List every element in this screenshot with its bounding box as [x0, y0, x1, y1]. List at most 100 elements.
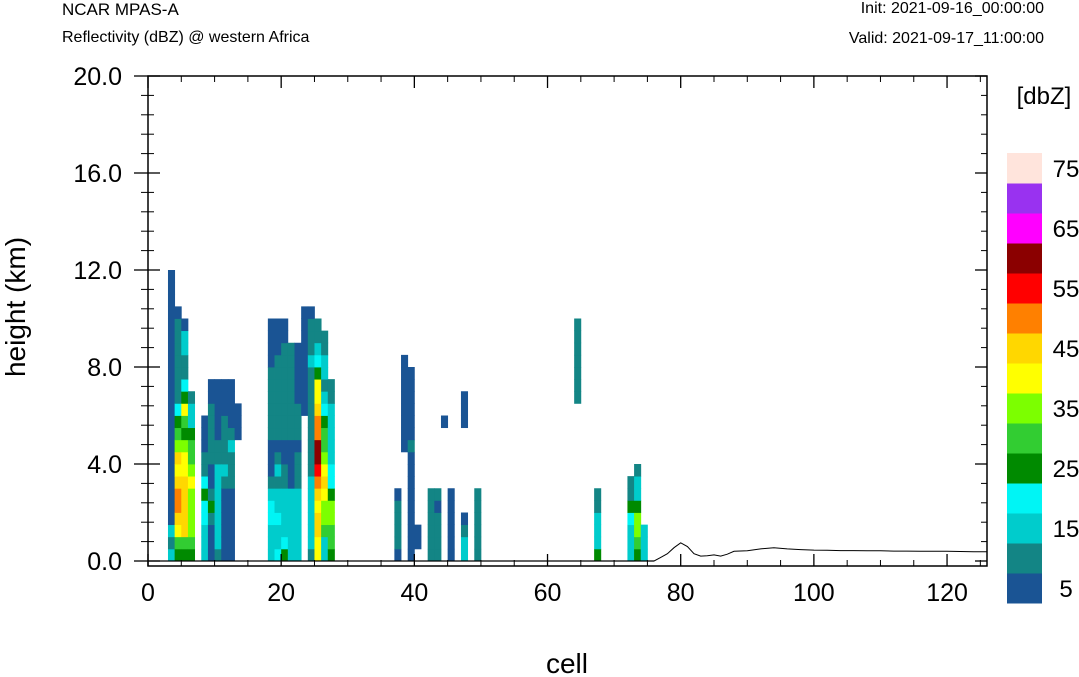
- reflectivity-cell: [201, 427, 209, 441]
- reflectivity-cell: [207, 548, 215, 562]
- reflectivity-cell: [267, 536, 275, 550]
- reflectivity-cell: [407, 379, 415, 392]
- reflectivity-cell: [307, 427, 315, 441]
- reflectivity-cell: [267, 476, 275, 489]
- reflectivity-cell: [181, 548, 189, 562]
- reflectivity-cell: [294, 524, 302, 538]
- reflectivity-cell: [281, 488, 289, 501]
- reflectivity-cell: [407, 500, 415, 513]
- reflectivity-cell: [274, 379, 282, 392]
- reflectivity-cell: [221, 391, 229, 404]
- reflectivity-cell: [327, 512, 335, 526]
- reflectivity-cell: [274, 367, 282, 380]
- reflectivity-cell: [294, 415, 302, 429]
- y-tick-label: 0.0: [87, 548, 122, 576]
- reflectivity-cell: [281, 403, 289, 416]
- reflectivity-cell: [294, 391, 302, 404]
- reflectivity-cell: [474, 512, 482, 526]
- reflectivity-cell: [181, 403, 189, 416]
- reflectivity-cell: [307, 306, 315, 319]
- reflectivity-cell: [401, 354, 409, 368]
- reflectivity-cells: [167, 270, 648, 562]
- reflectivity-cell: [394, 536, 402, 550]
- reflectivity-cell: [574, 342, 582, 356]
- reflectivity-cell: [434, 488, 442, 501]
- reflectivity-cell: [321, 451, 329, 465]
- reflectivity-cell: [174, 379, 182, 392]
- reflectivity-cell: [181, 391, 189, 404]
- reflectivity-cell: [287, 488, 295, 501]
- reflectivity-cell: [281, 536, 289, 550]
- reflectivity-cell: [267, 464, 275, 477]
- reflectivity-cell: [221, 415, 229, 429]
- reflectivity-cell: [307, 488, 315, 501]
- reflectivity-cell: [201, 488, 209, 501]
- reflectivity-cell: [181, 500, 189, 513]
- reflectivity-cell: [174, 415, 182, 429]
- reflectivity-cell: [187, 427, 196, 441]
- reflectivity-cell: [201, 415, 209, 429]
- reflectivity-cell: [314, 379, 322, 392]
- reflectivity-cell: [221, 488, 229, 501]
- reflectivity-cell: [414, 536, 422, 550]
- reflectivity-cell: [287, 403, 295, 416]
- reflectivity-cell: [167, 354, 176, 368]
- reflectivity-cell: [167, 379, 176, 392]
- reflectivity-cell: [174, 488, 182, 501]
- colorbar-swatch: [1007, 243, 1042, 274]
- reflectivity-cell: [227, 427, 235, 441]
- x-tick-label: 120: [926, 579, 968, 607]
- reflectivity-cell: [314, 403, 322, 416]
- reflectivity-cell: [427, 524, 435, 538]
- reflectivity-cell: [174, 403, 182, 416]
- reflectivity-cell: [301, 391, 309, 404]
- reflectivity-cell: [274, 464, 282, 477]
- reflectivity-cell: [574, 391, 582, 404]
- reflectivity-cell: [267, 451, 275, 465]
- reflectivity-cell: [207, 488, 215, 501]
- reflectivity-cell: [167, 294, 176, 307]
- reflectivity-cell: [634, 524, 642, 538]
- reflectivity-cell: [167, 367, 176, 380]
- reflectivity-cell: [167, 318, 176, 332]
- reflectivity-cell: [281, 415, 289, 429]
- reflectivity-cell: [234, 403, 242, 416]
- reflectivity-cell: [460, 415, 469, 429]
- reflectivity-cell: [227, 439, 235, 453]
- reflectivity-cell: [187, 451, 196, 465]
- reflectivity-cell: [634, 476, 642, 489]
- reflectivity-cell: [321, 512, 329, 526]
- reflectivity-cell: [281, 439, 289, 453]
- reflectivity-cell: [227, 500, 235, 513]
- reflectivity-cell: [181, 427, 189, 441]
- reflectivity-cell: [321, 403, 329, 416]
- colorbar-swatch: [1007, 453, 1042, 484]
- axes: 0 20 40 60 80 100 120 0.0 4.0 8.0 12.0 16.0 20.0: [73, 63, 988, 607]
- reflectivity-cell: [201, 536, 209, 550]
- reflectivity-cell: [221, 512, 229, 526]
- reflectivity-cell: [307, 342, 315, 356]
- reflectivity-cell: [201, 524, 209, 538]
- reflectivity-cell: [314, 415, 322, 429]
- reflectivity-cell: [174, 306, 182, 319]
- reflectivity-cell: [294, 427, 302, 441]
- reflectivity-cell: [574, 379, 582, 392]
- reflectivity-cell: [281, 512, 289, 526]
- reflectivity-cell: [167, 536, 176, 550]
- reflectivity-cell: [294, 488, 302, 501]
- field-subtitle: Reflectivity (dBZ) @ western Africa: [62, 29, 310, 46]
- reflectivity-cell: [167, 488, 176, 501]
- reflectivity-cell: [187, 500, 196, 513]
- reflectivity-cell: [327, 488, 335, 501]
- reflectivity-cell: [207, 500, 215, 513]
- reflectivity-cell: [460, 403, 469, 416]
- reflectivity-cell: [314, 476, 322, 489]
- reflectivity-cell: [167, 270, 176, 283]
- reflectivity-cell: [274, 488, 282, 501]
- colorbar-title: [dbZ]: [1017, 83, 1072, 110]
- reflectivity-cell: [307, 512, 315, 526]
- reflectivity-cell: [307, 367, 315, 380]
- reflectivity-cell: [414, 524, 422, 538]
- reflectivity-cell: [214, 464, 222, 477]
- reflectivity-cell: [287, 367, 295, 380]
